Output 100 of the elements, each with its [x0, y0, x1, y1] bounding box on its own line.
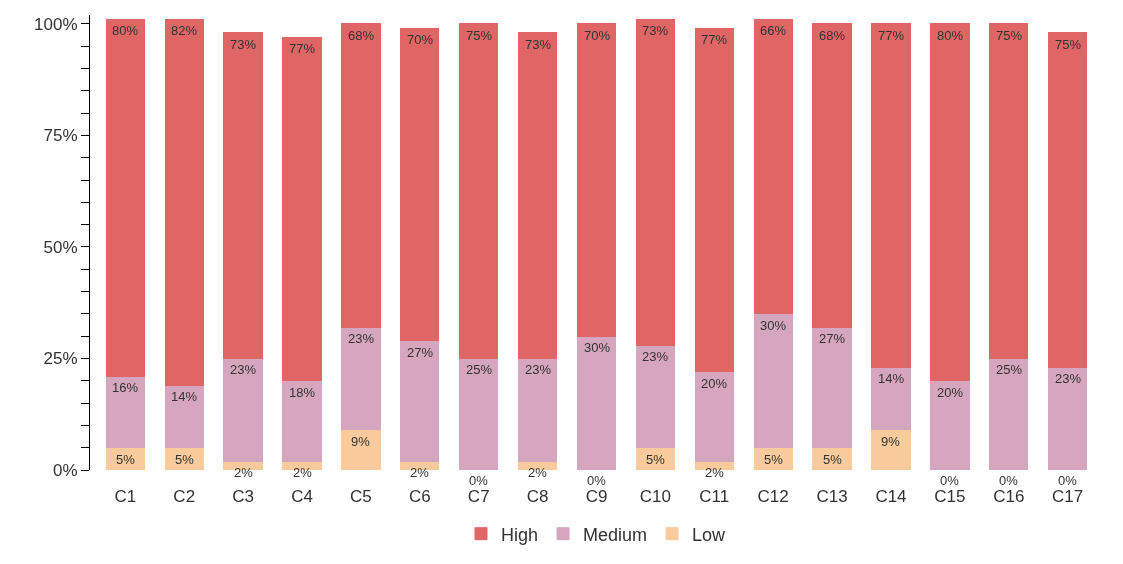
bar	[1048, 32, 1088, 368]
bar	[164, 384, 204, 449]
data-label: 75%	[466, 28, 493, 43]
data-label: 75%	[1055, 37, 1082, 52]
x-tick-label: C8	[526, 487, 549, 506]
bar	[517, 32, 558, 359]
data-label: 68%	[348, 28, 375, 43]
y-tick-label: 0%	[53, 460, 78, 480]
data-label: 20%	[701, 376, 728, 391]
bar	[282, 380, 322, 462]
bar	[694, 27, 734, 373]
bar	[223, 32, 263, 359]
y-tick-label: 50%	[43, 237, 78, 257]
legend-label: High	[501, 524, 539, 545]
legend-label: Low	[692, 524, 727, 545]
bar	[812, 326, 852, 449]
bar	[576, 23, 617, 337]
bar	[459, 23, 499, 359]
bar	[223, 357, 263, 462]
data-label: 73%	[642, 23, 669, 38]
data-label: 5%	[646, 452, 666, 467]
data-label: 30%	[760, 318, 787, 333]
bar	[105, 375, 145, 449]
bar	[282, 36, 322, 382]
bar	[105, 18, 145, 377]
data-label: 0%	[999, 473, 1019, 488]
data-label: 16%	[112, 380, 139, 395]
y-tick-label: 25%	[43, 349, 78, 369]
x-tick-label: C12	[757, 487, 789, 506]
data-label: 23%	[525, 362, 552, 377]
x-tick-label: C3	[232, 487, 254, 506]
x-tick-label: C4	[291, 487, 313, 506]
data-label: 0%	[1058, 473, 1078, 488]
data-label: 5%	[764, 452, 784, 467]
bar	[459, 357, 499, 470]
bar	[164, 18, 204, 386]
data-label: 2%	[293, 465, 313, 480]
data-label: 73%	[525, 37, 552, 52]
data-label: 70%	[584, 28, 611, 43]
bar	[694, 371, 734, 462]
data-label: 14%	[878, 371, 905, 386]
data-label: 20%	[937, 385, 964, 400]
bar	[753, 18, 793, 315]
data-label: 25%	[466, 362, 493, 377]
data-label: 25%	[996, 362, 1023, 377]
data-label: 77%	[878, 28, 905, 43]
data-label: 23%	[1055, 371, 1082, 386]
bar	[930, 380, 970, 470]
legend-label: Medium	[583, 524, 648, 545]
y-tick-label: 75%	[43, 126, 78, 146]
bar	[812, 23, 852, 328]
data-label: 66%	[760, 23, 787, 38]
bar	[635, 18, 676, 346]
x-tick-label: C5	[350, 487, 372, 506]
data-label: 5%	[116, 452, 136, 467]
y-tick-label: 100%	[34, 14, 78, 34]
data-label: 23%	[348, 331, 375, 346]
data-label: 0%	[587, 473, 607, 488]
data-label: 30%	[584, 340, 611, 355]
bar	[576, 335, 617, 470]
data-label: 18%	[289, 385, 316, 400]
data-label: 27%	[407, 345, 434, 360]
data-label: 9%	[881, 434, 901, 449]
data-label: 0%	[469, 473, 489, 488]
data-label: 27%	[819, 331, 846, 346]
x-tick-label: C9	[585, 487, 608, 506]
bar	[989, 357, 1029, 470]
data-label: 82%	[171, 23, 198, 38]
data-label: 23%	[230, 362, 257, 377]
bar	[1048, 366, 1088, 470]
x-tick-label: C16	[993, 487, 1025, 506]
data-label: 5%	[823, 452, 843, 467]
x-tick-label: C14	[875, 487, 907, 506]
bar	[400, 27, 440, 342]
bar	[871, 366, 911, 431]
x-tick-label: C15	[934, 487, 966, 506]
data-label: 77%	[289, 41, 316, 56]
data-label: 23%	[642, 349, 669, 364]
data-label: 2%	[410, 465, 430, 480]
data-label: 70%	[407, 32, 434, 47]
bar	[341, 326, 381, 431]
x-tick-label: C17	[1052, 487, 1084, 506]
x-tick-label: C1	[114, 487, 137, 506]
x-tick-label: C2	[173, 487, 196, 506]
data-label: 75%	[996, 28, 1023, 43]
bar	[989, 23, 1029, 359]
bar	[871, 429, 911, 470]
data-label: 80%	[937, 28, 964, 43]
x-tick-label: C6	[408, 487, 431, 506]
data-label: 2%	[234, 465, 254, 480]
bar	[930, 23, 970, 382]
x-tick-label: C7	[467, 487, 490, 506]
data-label: 5%	[175, 452, 195, 467]
data-label: 68%	[819, 28, 846, 43]
data-label: 80%	[112, 23, 139, 38]
bar	[871, 23, 911, 368]
x-tick-label: C13	[816, 487, 848, 506]
data-label: 2%	[528, 465, 548, 480]
bar	[341, 429, 381, 470]
x-tick-label: C10	[639, 487, 671, 506]
